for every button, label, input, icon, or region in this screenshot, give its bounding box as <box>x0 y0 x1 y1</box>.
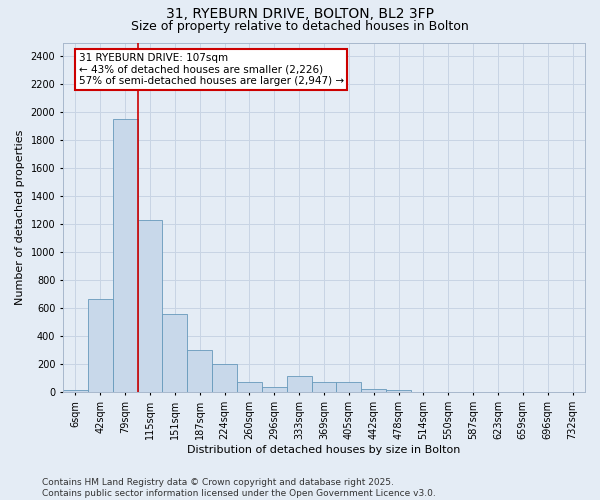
Bar <box>113 120 137 392</box>
Bar <box>88 298 113 392</box>
Bar <box>212 364 237 392</box>
Bar <box>187 350 212 393</box>
Bar <box>287 376 311 392</box>
Bar <box>137 220 163 392</box>
Bar <box>262 387 287 392</box>
Y-axis label: Number of detached properties: Number of detached properties <box>15 130 25 305</box>
Bar <box>311 382 337 392</box>
Bar <box>63 390 88 392</box>
Bar <box>386 390 411 392</box>
Bar <box>361 389 386 392</box>
Bar <box>337 382 361 392</box>
Bar <box>163 314 187 392</box>
Text: 31 RYEBURN DRIVE: 107sqm
← 43% of detached houses are smaller (2,226)
57% of sem: 31 RYEBURN DRIVE: 107sqm ← 43% of detach… <box>79 53 344 86</box>
X-axis label: Distribution of detached houses by size in Bolton: Distribution of detached houses by size … <box>187 445 461 455</box>
Text: 31, RYEBURN DRIVE, BOLTON, BL2 3FP: 31, RYEBURN DRIVE, BOLTON, BL2 3FP <box>166 8 434 22</box>
Bar <box>237 382 262 392</box>
Text: Contains HM Land Registry data © Crown copyright and database right 2025.
Contai: Contains HM Land Registry data © Crown c… <box>42 478 436 498</box>
Text: Size of property relative to detached houses in Bolton: Size of property relative to detached ho… <box>131 20 469 33</box>
